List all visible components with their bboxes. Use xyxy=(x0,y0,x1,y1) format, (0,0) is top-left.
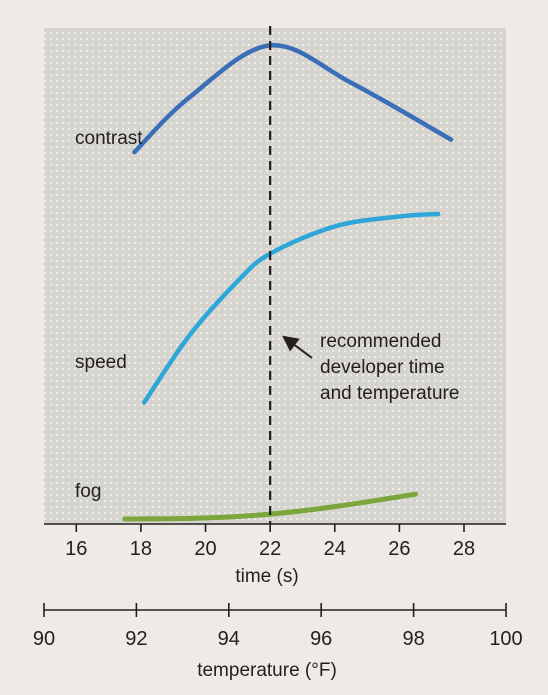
plot-area xyxy=(44,28,506,524)
temperature-axis: 90 92 94 96 98 100 xyxy=(33,603,523,650)
series-label-fog: fog xyxy=(75,481,101,502)
time-tick-label: 22 xyxy=(259,538,281,560)
temperature-tick-label: 96 xyxy=(310,628,332,650)
temperature-tick-label: 100 xyxy=(489,628,522,650)
temperature-axis-label: temperature (°F) xyxy=(197,660,337,681)
time-axis: 16 18 20 22 24 26 28 xyxy=(44,523,506,560)
temperature-tick-label: 94 xyxy=(218,628,240,650)
time-tick-label: 26 xyxy=(388,538,410,560)
time-tick-label: 16 xyxy=(65,538,87,560)
temperature-tick-label: 92 xyxy=(125,628,147,650)
time-tick-label: 28 xyxy=(453,538,475,560)
temperature-tick-label: 90 xyxy=(33,628,55,650)
series-label-contrast: contrast xyxy=(75,128,143,149)
temperature-tick-label: 98 xyxy=(402,628,424,650)
annotation-line-1: recommended xyxy=(320,331,441,352)
time-axis-label: time (s) xyxy=(235,566,298,587)
annotation-arrow xyxy=(282,335,313,359)
annotation: recommended developer time and temperatu… xyxy=(282,331,459,404)
annotation-line-2: developer time xyxy=(320,357,445,378)
series-label-speed: speed xyxy=(75,352,127,373)
annotation-line-3: and temperature xyxy=(320,383,459,404)
time-tick-label: 24 xyxy=(324,538,346,560)
time-tick-label: 18 xyxy=(130,538,152,560)
time-tick-label: 20 xyxy=(194,538,216,560)
